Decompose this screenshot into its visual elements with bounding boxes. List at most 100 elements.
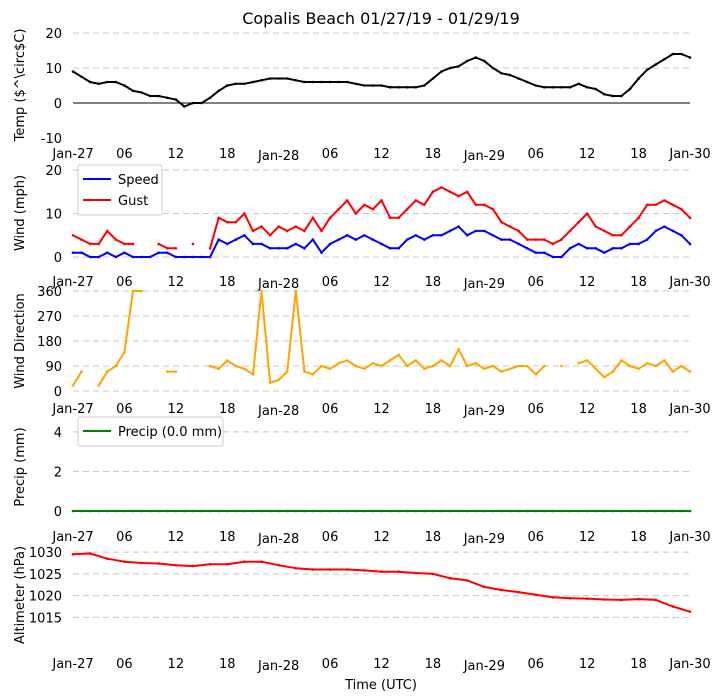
data-point (620, 509, 623, 513)
data-point (645, 68, 649, 72)
data-point (71, 70, 75, 73)
y-tick-label: 10 (45, 62, 62, 77)
data-point (174, 98, 178, 101)
x-tick-label: Jan-29 (463, 404, 505, 419)
data-point (217, 509, 220, 513)
x-tick-label: 06 (527, 530, 544, 545)
data-point (551, 596, 555, 599)
figure-title: Copalis Beach 01/27/19 - 01/29/19 (242, 9, 520, 28)
x-tick-label: Jan-27 (51, 657, 93, 672)
data-point (568, 247, 572, 250)
x-tick-label: Jan-30 (668, 657, 710, 672)
data-point (388, 247, 392, 250)
data-point (637, 216, 640, 220)
x-tick-label: Jan-30 (668, 530, 710, 545)
data-point (440, 70, 443, 73)
x-tick-label: 12 (168, 147, 185, 162)
legend-label: Gust (118, 194, 148, 209)
x-tick-label: Jan-30 (668, 402, 710, 417)
data-point (354, 212, 358, 215)
data-point (208, 247, 212, 250)
x-tick-label: 12 (373, 275, 390, 290)
x-tick-label: Jan-28 (257, 532, 299, 547)
data-point (534, 373, 538, 376)
data-point (414, 199, 418, 202)
data-point (500, 71, 503, 75)
data-point (380, 509, 383, 513)
data-point (594, 247, 598, 250)
data-point (500, 238, 503, 241)
x-tick-label: Jan-28 (257, 277, 299, 292)
data-point (543, 238, 546, 241)
x-tick-label: 06 (527, 147, 544, 162)
data-point (534, 238, 538, 241)
data-point (645, 238, 649, 241)
data-point (328, 568, 332, 571)
data-point (680, 52, 683, 56)
data-point (148, 509, 152, 513)
data-point (328, 242, 332, 246)
x-axis-label: Time (UTC) (344, 678, 417, 693)
data-point (603, 251, 606, 254)
x-tick-label: 12 (373, 657, 390, 672)
data-point (671, 509, 675, 513)
data-point (191, 509, 195, 513)
data-point (585, 247, 589, 250)
x-tick-label: 18 (425, 402, 442, 417)
data-point (157, 562, 160, 565)
data-point (371, 361, 375, 365)
data-point (662, 199, 666, 202)
data-point (268, 247, 272, 250)
data-point (448, 364, 452, 368)
data-point (114, 509, 118, 513)
data-point (294, 509, 298, 513)
data-point (328, 216, 332, 220)
x-tick-label: 12 (168, 657, 185, 672)
data-point (483, 59, 486, 63)
data-point (491, 233, 495, 237)
data-point (611, 233, 615, 237)
data-point (688, 242, 692, 246)
data-point (243, 367, 246, 371)
data-point (191, 255, 195, 259)
data-point (114, 255, 118, 259)
x-tick-label: 18 (425, 275, 442, 290)
x-tick-label: Jan-29 (463, 659, 505, 674)
data-point (525, 509, 529, 513)
data-point (294, 242, 298, 246)
data-point (645, 203, 649, 207)
data-point (363, 367, 366, 371)
data-point (585, 359, 589, 362)
data-point (637, 77, 640, 80)
x-tick-label: Jan-27 (51, 275, 93, 290)
data-point (97, 242, 101, 246)
data-point (560, 238, 563, 241)
panel-0: -10 0 10 20 Temp ($^\circ$C) Jan-27 06 12 18 Jan-… (13, 27, 711, 164)
data-point (208, 509, 212, 513)
data-point (568, 85, 572, 89)
data-point (397, 509, 400, 513)
data-point (560, 85, 563, 89)
data-point (354, 364, 358, 368)
x-tick-label: 06 (527, 657, 544, 672)
data-point (217, 367, 220, 371)
data-point (337, 207, 340, 211)
data-point (414, 233, 418, 237)
data-point (294, 225, 298, 228)
x-tick-label: 12 (373, 147, 390, 162)
data-point (243, 233, 246, 237)
data-point (285, 77, 289, 80)
data-point (671, 52, 675, 56)
data-point (148, 94, 152, 98)
data-point (457, 509, 460, 513)
data-point (303, 509, 306, 513)
data-point (423, 509, 426, 513)
data-point (560, 364, 563, 368)
data-point (208, 96, 212, 100)
data-point (525, 238, 529, 241)
data-point (97, 82, 101, 86)
data-point (560, 509, 563, 513)
series-line-gust (72, 186, 691, 250)
data-point (165, 247, 169, 250)
